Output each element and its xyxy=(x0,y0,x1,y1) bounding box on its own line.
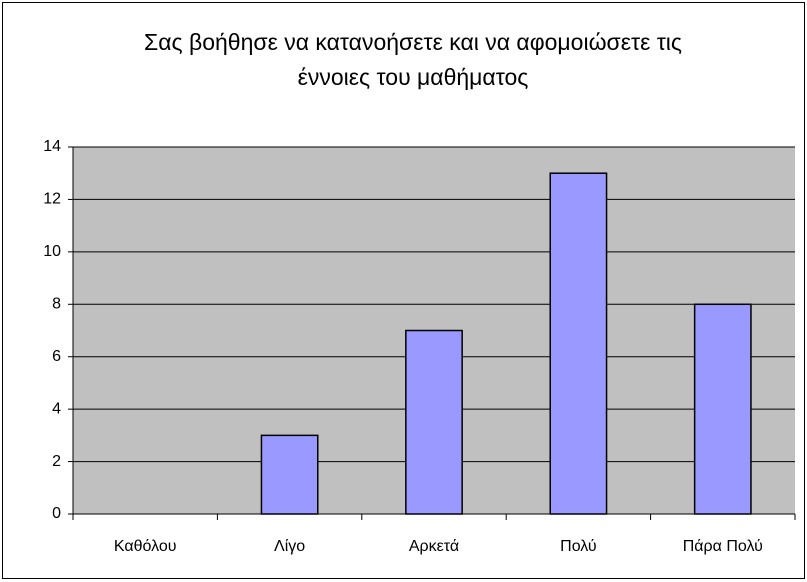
x-tick-label: Καθόλου xyxy=(114,538,177,555)
y-tick-label: 12 xyxy=(43,191,61,208)
y-tick-label: 6 xyxy=(52,348,61,365)
bar xyxy=(405,329,463,515)
bar xyxy=(260,434,319,515)
y-tick-label: 10 xyxy=(43,243,61,260)
y-tick-label: 8 xyxy=(52,296,61,313)
y-tick-label: 2 xyxy=(52,453,61,470)
chart-title: Σας βοήθησε να κατανοήσετε και να αφομοι… xyxy=(144,29,682,55)
y-tick-label: 4 xyxy=(52,400,61,417)
y-tick-label: 14 xyxy=(43,138,61,155)
bar xyxy=(549,172,608,515)
x-tick-label: Πολύ xyxy=(560,538,597,555)
chart-title: έννοιες του μαθήματος xyxy=(298,64,529,90)
x-tick-label: Αρκετά xyxy=(409,538,459,555)
y-tick-label: 0 xyxy=(52,505,61,522)
x-tick-label: Λίγο xyxy=(274,538,305,555)
x-tick-label: Πάρα Πολύ xyxy=(683,538,763,555)
bar xyxy=(693,303,752,515)
